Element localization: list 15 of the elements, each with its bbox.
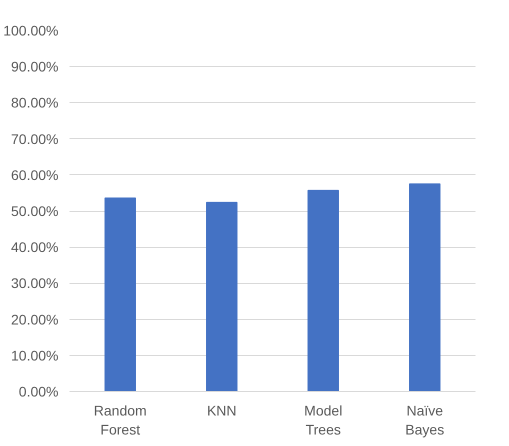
x-tick-label: Model Trees [304,402,342,438]
y-tick-label: 80.00% [11,94,58,111]
y-tick-label: 60.00% [11,166,58,183]
y-tick-label: 90.00% [11,58,58,75]
y-tick-label: 70.00% [11,130,58,147]
y-tick-label: 0.00% [18,384,59,400]
y-tick-label: 50.00% [11,203,58,219]
y-tick-label: 40.00% [11,239,58,256]
y-tick-label: 20.00% [11,311,58,328]
y-tick-label: 100.00% [3,22,59,38]
y-tick-label: 30.00% [11,275,58,292]
x-tick-label: Naïve Bayes [405,402,444,438]
x-tick-label: Random Forest [94,402,147,438]
y-tick-label: 10.00% [11,347,58,364]
x-tick-label: KNN [206,402,237,418]
